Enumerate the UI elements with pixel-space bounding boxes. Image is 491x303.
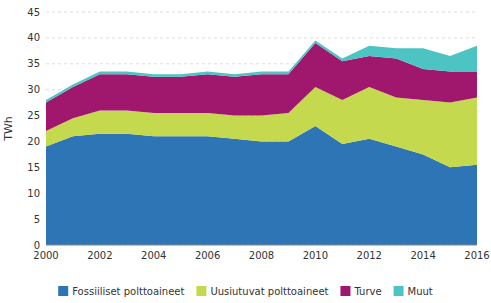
legend-swatch [58,286,68,296]
x-tick-label: 2006 [195,250,220,261]
x-tick-label: 2014 [410,250,435,261]
legend-swatch [340,286,350,296]
y-tick-label: 45 [27,7,40,18]
legend-item: Muut [394,286,433,297]
y-tick-label: 25 [27,110,40,121]
legend-item: Turve [340,286,381,297]
legend-label: Fossiiliset polttoaineet [72,286,184,297]
x-tick-label: 2008 [249,250,274,261]
legend-label: Muut [408,286,433,297]
grid-line [46,37,477,38]
grid-line [46,12,477,13]
legend-swatch [394,286,404,296]
y-tick-label: 0 [34,240,40,251]
x-axis-line [46,245,477,246]
legend-label: Uusiutuvat polttoaineet [210,286,328,297]
legend-label: Turve [353,286,381,297]
x-tick-label: 2004 [141,250,166,261]
y-tick-label: 20 [27,136,40,147]
grid-line [46,245,477,246]
x-tick-label: 2000 [33,250,58,261]
x-tick-label: 2010 [303,250,328,261]
x-tick-label: 2002 [87,250,112,261]
legend-item: Fossiiliset polttoaineet [58,286,184,297]
y-tick-label: 15 [27,162,40,173]
areas [46,40,477,245]
legend: Fossiiliset polttoaineet Uusiutuvat poltt… [58,286,433,297]
legend-swatch [196,286,206,296]
legend-item: Uusiutuvat polttoaineet [196,286,328,297]
y-tick-label: 35 [27,58,40,69]
y-tick-label: 5 [34,214,40,225]
chart: 0 5 10 15 20 25 30 35 40 45 2000 2002 2004 2006 2008 20… [0,0,491,303]
y-tick-label: 10 [27,188,40,199]
y-axis-label: TWh [2,116,15,142]
y-tick-label: 40 [27,32,40,43]
x-tick-label: 2012 [357,250,382,261]
area [46,40,477,102]
grid [46,12,477,245]
x-tick-label: 2016 [464,250,489,261]
y-tick-label: 30 [27,84,40,95]
